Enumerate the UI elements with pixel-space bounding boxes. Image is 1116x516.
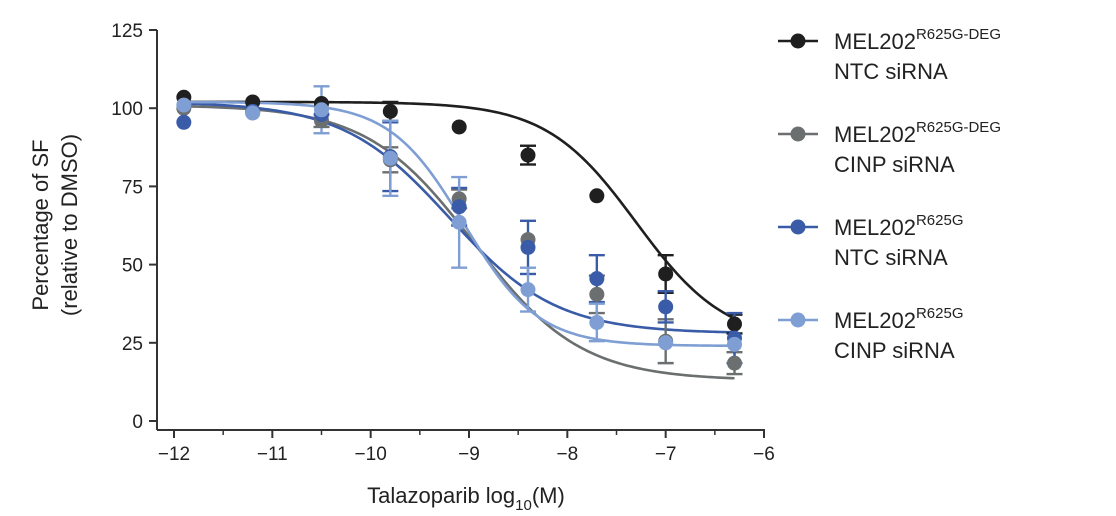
y-tick-label: 75	[122, 177, 143, 198]
legend-label-name: MEL202	[834, 122, 916, 147]
x-tick-label: −10	[355, 444, 387, 465]
data-points	[176, 89, 742, 371]
x-tick-label: −8	[556, 444, 578, 465]
data-point-series-4	[176, 97, 192, 113]
x-tick-label: −9	[458, 444, 480, 465]
legend-label-superscript: R625G-DEG	[916, 119, 1001, 136]
data-point-series-4	[245, 105, 261, 121]
data-point-series-3	[451, 199, 467, 215]
x-tick-label: −11	[257, 444, 288, 465]
legend-label-name: MEL202	[834, 308, 916, 333]
legend-label-3: MEL202R625G	[834, 212, 963, 240]
legend-marker-4	[790, 312, 806, 328]
legend-label-superscript: R625G	[916, 305, 964, 322]
x-tick-label: −6	[753, 444, 775, 465]
data-point-series-1	[727, 316, 742, 332]
legend-label-line2-1: NTC siRNA	[834, 59, 948, 84]
legend-marker-1	[790, 33, 806, 49]
data-point-series-4	[589, 314, 605, 330]
data-point-series-4	[382, 150, 398, 166]
x-tick-label: −7	[655, 444, 677, 465]
data-point-series-4	[658, 335, 674, 351]
data-point-series-4	[727, 336, 742, 352]
legend-label-line2-3: NTC siRNA	[834, 245, 948, 270]
data-point-series-4	[451, 214, 467, 230]
legend-label-superscript: R625G-DEG	[916, 26, 1001, 43]
legend-label-1: MEL202R625G-DEG	[834, 26, 1001, 54]
data-point-series-4	[520, 282, 536, 298]
data-point-series-3	[176, 114, 192, 130]
y-axis-title-line1: Percentage of SF	[28, 139, 53, 310]
data-point-series-1	[382, 103, 398, 119]
legend-label-name: MEL202	[834, 29, 916, 54]
data-point-series-3	[589, 271, 605, 287]
y-tick-label: 100	[111, 99, 143, 120]
data-point-series-1	[589, 188, 605, 204]
data-point-series-1	[658, 266, 674, 282]
legend-label-superscript: R625G	[916, 212, 964, 229]
y-tick-label: 125	[111, 21, 143, 42]
fit-curve-1	[183, 100, 736, 320]
legend-marker-2	[790, 126, 806, 142]
x-axis-title-end: (M)	[532, 483, 565, 508]
legend-label-name: MEL202	[834, 215, 916, 240]
y-axis-title-line2: (relative to DMSO)	[57, 134, 82, 316]
legend-label-2: MEL202R625G-DEG	[834, 119, 1001, 147]
data-point-series-1	[451, 119, 467, 135]
data-point-series-3	[520, 239, 536, 255]
y-tick-label: 0	[132, 412, 143, 433]
legend-label-4: MEL202R625G	[834, 305, 963, 333]
data-point-series-2	[727, 355, 742, 371]
legend-label-line2-4: CINP siRNA	[834, 338, 955, 363]
x-axis-title-main: Talazoparib log	[367, 483, 515, 508]
legend-marker-3	[790, 219, 806, 235]
data-point-series-2	[589, 286, 605, 302]
x-axis-title: Talazoparib log10(M)	[367, 483, 565, 514]
data-point-series-3	[658, 299, 674, 315]
legend-label-line2-2: CINP siRNA	[834, 152, 955, 177]
axes: 0 25 50 75 100 125 −12 −11 −10 −9 −8 −7 −6	[111, 21, 775, 465]
data-point-series-1	[520, 147, 536, 163]
x-axis-title-subscript: 10	[515, 497, 532, 514]
x-tick-label: −12	[158, 444, 190, 465]
data-point-series-4	[314, 102, 329, 118]
y-tick-label: 25	[122, 334, 143, 355]
y-tick-label: 50	[122, 256, 143, 277]
